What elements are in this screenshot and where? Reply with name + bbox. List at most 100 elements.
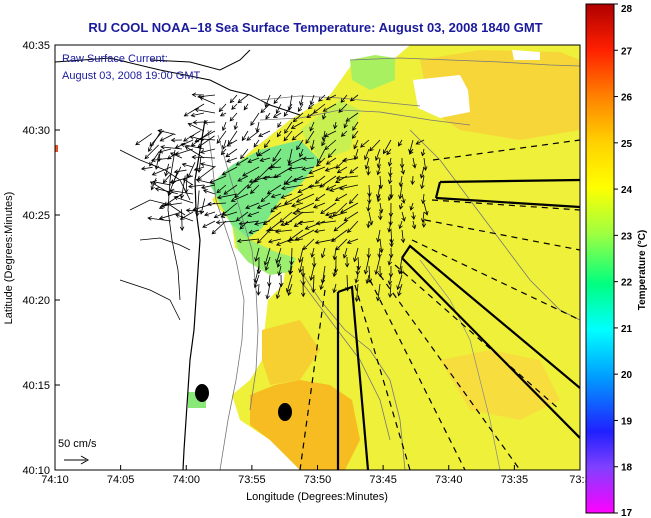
current-vector: [375, 283, 381, 302]
current-vector: [387, 274, 393, 286]
current-vector: [237, 175, 249, 182]
current-vector: [190, 112, 205, 118]
current-vector: [328, 211, 348, 219]
current-vector: [367, 193, 372, 205]
current-vector: [367, 184, 372, 198]
current-vector: [221, 139, 227, 150]
current-vector: [200, 184, 216, 190]
current-vector: [290, 121, 304, 129]
colorbar-tick-label: 23: [621, 231, 633, 242]
current-vector: [411, 211, 416, 220]
current-vector: [277, 265, 282, 277]
current-vector: [256, 202, 271, 209]
current-vector: [174, 213, 194, 222]
current-label-line1: Raw Surface Current:: [62, 53, 168, 65]
colorbar-tick-label: 28: [621, 4, 633, 15]
current-vector: [158, 211, 183, 220]
colorbar: [585, 3, 615, 514]
current-vector: [211, 220, 227, 235]
current-vector: [241, 130, 249, 142]
current-vector: [225, 148, 238, 158]
current-vector: [353, 247, 359, 263]
x-tick-label: 74:00: [172, 474, 200, 486]
current-vector: [197, 135, 215, 148]
lane-solid-right: [337, 285, 370, 470]
current-vector: [307, 103, 315, 110]
current-vector: [223, 184, 238, 195]
current-vector: [364, 157, 370, 170]
current-vector: [387, 175, 393, 185]
sst-edge-pixel: [55, 145, 58, 152]
current-vector: [199, 198, 206, 215]
current-vector: [354, 283, 360, 303]
station-marker-2: [278, 403, 292, 421]
current-vector: [264, 94, 271, 108]
current-vector: [167, 152, 178, 160]
current-vector: [398, 202, 404, 210]
current-vector: [239, 220, 249, 230]
current-vector: [396, 274, 403, 291]
current-vector: [216, 130, 227, 144]
current-vector: [389, 238, 394, 248]
current-vector: [387, 220, 392, 233]
current-vector: [285, 274, 293, 293]
current-vector: [298, 256, 304, 274]
y-tick-label: 40:10: [22, 465, 50, 477]
current-vector: [265, 283, 271, 300]
current-vector: [190, 130, 212, 147]
current-vector: [332, 265, 337, 278]
current-vector: [220, 211, 238, 219]
current-vector: [409, 148, 414, 155]
current-vector: [377, 265, 383, 278]
current-vector: [333, 121, 338, 130]
current-vector: [423, 202, 429, 216]
current-vector: [292, 210, 315, 216]
current-vector: [258, 130, 271, 137]
current-vector: [287, 157, 304, 166]
current-vector: [411, 220, 417, 230]
current-vector: [421, 220, 427, 228]
scale-label: 50 cm/s: [58, 438, 97, 450]
current-vector: [419, 166, 425, 179]
current-vector: [266, 184, 282, 195]
current-vector: [221, 121, 227, 132]
current-vector: [160, 202, 183, 208]
colorbar-tick-label: 22: [621, 278, 633, 289]
current-vector: [267, 238, 282, 244]
current-vector: [335, 175, 359, 181]
current-vector: [377, 247, 382, 259]
current-vector: [184, 146, 205, 159]
lane-dashed-9: [299, 289, 326, 470]
current-vector: [324, 211, 337, 217]
current-vector: [364, 148, 370, 161]
current-vector: [310, 247, 315, 258]
current-vector: [351, 130, 359, 139]
colorbar-tick-label: 26: [621, 93, 633, 104]
current-vector: [352, 121, 359, 131]
current-vector: [321, 130, 327, 142]
colorbar-tick-label: 18: [621, 463, 633, 474]
current-vector: [305, 130, 315, 145]
sst-warm-patch: [250, 380, 360, 470]
current-vector: [264, 256, 271, 272]
current-vector: [194, 130, 216, 143]
current-vector: [187, 184, 205, 189]
x-tick-label: 73:40: [435, 474, 463, 486]
current-vector: [400, 229, 406, 244]
x-tick-label: 73:3: [569, 474, 590, 486]
current-vector: [366, 166, 371, 176]
current-vector: [236, 238, 260, 244]
current-vector: [253, 274, 260, 289]
current-vector: [270, 193, 282, 199]
current-vector: [311, 274, 316, 294]
coastline: [55, 49, 580, 470]
current-vector: [226, 157, 238, 163]
current-vector: [135, 133, 152, 146]
current-vector: [148, 130, 162, 153]
current-vector: [256, 283, 261, 296]
current-vector: [174, 139, 194, 149]
current-vector: [173, 195, 194, 204]
current-vector: [192, 120, 205, 125]
current-vector: [219, 112, 227, 117]
current-vector: [237, 94, 249, 104]
